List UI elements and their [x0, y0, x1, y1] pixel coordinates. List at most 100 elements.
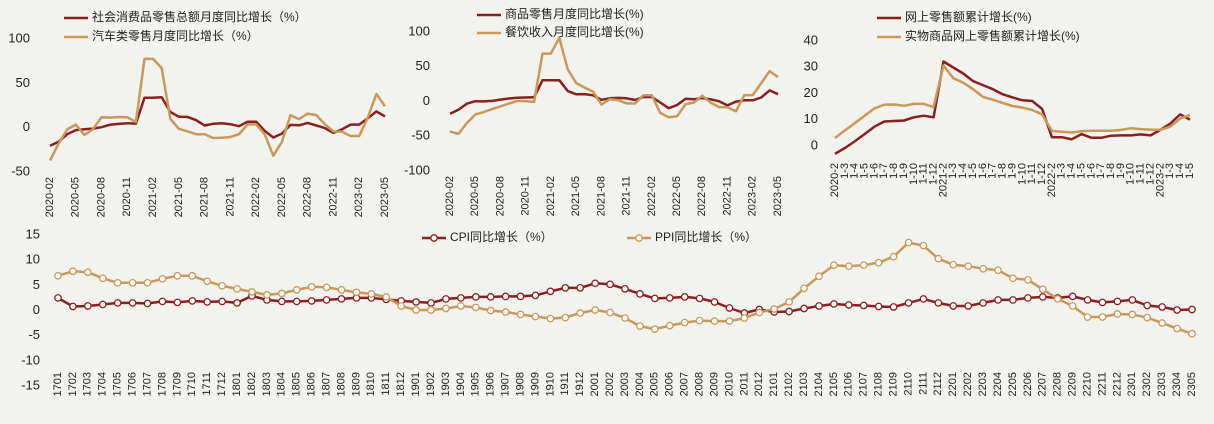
x-tick-label: 2022-02	[646, 176, 658, 216]
x-tick-label: 2022-05	[671, 176, 683, 216]
series-point	[1083, 296, 1092, 304]
series-point	[1024, 275, 1032, 284]
series-point	[218, 281, 226, 290]
series-point	[949, 302, 958, 310]
y-tick-label: -10	[21, 352, 40, 367]
series-point	[1173, 306, 1181, 314]
x-tick-label: 2012	[753, 372, 765, 396]
x-tick-label: 1-11	[918, 163, 930, 184]
series-point	[471, 293, 480, 301]
x-tick-label: 2021-02	[147, 177, 159, 217]
series-point	[919, 295, 928, 303]
x-tick-label: 2021-2	[937, 163, 949, 197]
x-tick-label: 2022-11	[721, 176, 733, 216]
series-point	[188, 297, 197, 305]
series-line	[449, 36, 779, 136]
series-point	[830, 261, 838, 270]
x-tick-label: 1812	[395, 372, 407, 396]
x-tick-label: 1908	[514, 372, 526, 396]
x-tick-label: 2022-05	[276, 177, 288, 217]
x-tick-label: 2022-08	[696, 176, 708, 216]
x-tick-label: 1-5	[858, 163, 870, 179]
series-point	[889, 303, 898, 311]
x-tick-label: 1-10	[1016, 163, 1028, 185]
series-point	[621, 285, 629, 293]
y-tick-label: 10	[804, 111, 818, 126]
legend-marker	[635, 234, 643, 242]
x-tick-label: 2111	[917, 372, 929, 395]
series-point	[874, 258, 883, 267]
x-tick-label: 2206	[1022, 372, 1034, 396]
series-point	[830, 300, 838, 308]
series-point	[173, 271, 182, 280]
y-tick-label: 10	[26, 252, 40, 267]
y-tick-label: 30	[804, 59, 818, 74]
x-tick-label: 1-4	[1174, 163, 1186, 179]
series-point	[755, 308, 764, 317]
x-tick-label: 2204	[992, 372, 1004, 396]
x-tick-label: 1-5	[1184, 163, 1196, 179]
y-tick-label: 0	[811, 137, 818, 152]
series-point	[143, 299, 152, 308]
series-point	[516, 310, 525, 319]
series-point	[859, 301, 868, 310]
y-tick-label: -100	[404, 162, 430, 177]
series-point	[1083, 313, 1092, 321]
x-tick-label: 1-8	[888, 163, 900, 179]
series-point	[188, 271, 197, 280]
series-point	[352, 288, 361, 297]
x-tick-label: 2023-02	[747, 176, 759, 216]
series-point	[919, 241, 928, 250]
series-point	[1038, 285, 1047, 294]
series-point	[113, 299, 122, 307]
series-point	[665, 294, 674, 302]
series-point	[516, 292, 525, 301]
x-tick-label: 1-6	[868, 163, 880, 179]
series-point	[710, 317, 719, 325]
x-tick-label: 1-7	[878, 163, 890, 179]
series-point	[844, 301, 853, 309]
x-tick-label: 1-6	[977, 163, 989, 179]
x-tick-label: 1708	[156, 372, 168, 396]
series-point	[203, 298, 212, 306]
series-point	[1053, 295, 1062, 303]
x-tick-label: 2020-05	[70, 177, 82, 217]
series-point	[248, 288, 256, 296]
series-point	[1128, 296, 1137, 304]
x-tick-label: 2201	[947, 372, 959, 396]
series-point	[531, 291, 540, 300]
series-point	[934, 299, 943, 307]
x-tick-label: 1912	[574, 372, 586, 396]
x-tick-label: 2023-05	[379, 177, 391, 217]
x-tick-label: 1811	[380, 372, 392, 396]
x-tick-label: 1-5	[967, 163, 979, 179]
x-tick-label: 2202	[962, 372, 974, 396]
series-point	[69, 302, 77, 311]
legend-label: 实物商品网上零售额累计增长(%)	[905, 28, 1080, 43]
series-point	[1009, 274, 1017, 283]
x-tick-label: 2021-05	[173, 177, 185, 217]
x-tick-label: 2302	[1141, 372, 1153, 396]
y-tick-label: 20	[804, 85, 818, 100]
x-tick-label: 2020-2	[829, 163, 841, 197]
x-tick-label: 2001	[589, 372, 601, 396]
y-tick-label: -5	[28, 327, 40, 342]
series-point	[54, 294, 62, 302]
x-tick-label: 1907	[500, 372, 512, 396]
series-point	[1098, 313, 1107, 321]
x-tick-label: 1-4	[1066, 163, 1078, 179]
x-tick-label: 2020-05	[469, 176, 481, 216]
series-point	[1038, 293, 1047, 301]
x-tick-label: 1711	[201, 372, 213, 396]
series-point	[501, 308, 510, 316]
x-tick-label: 2020-02	[44, 177, 56, 217]
x-tick-label: 1-10	[908, 163, 920, 185]
series-point	[218, 297, 226, 306]
x-tick-label: 1802	[246, 372, 258, 396]
x-tick-label: 1-7	[987, 163, 999, 179]
x-tick-label: 1709	[171, 372, 183, 396]
series-point	[859, 261, 868, 270]
series-point	[650, 325, 659, 333]
